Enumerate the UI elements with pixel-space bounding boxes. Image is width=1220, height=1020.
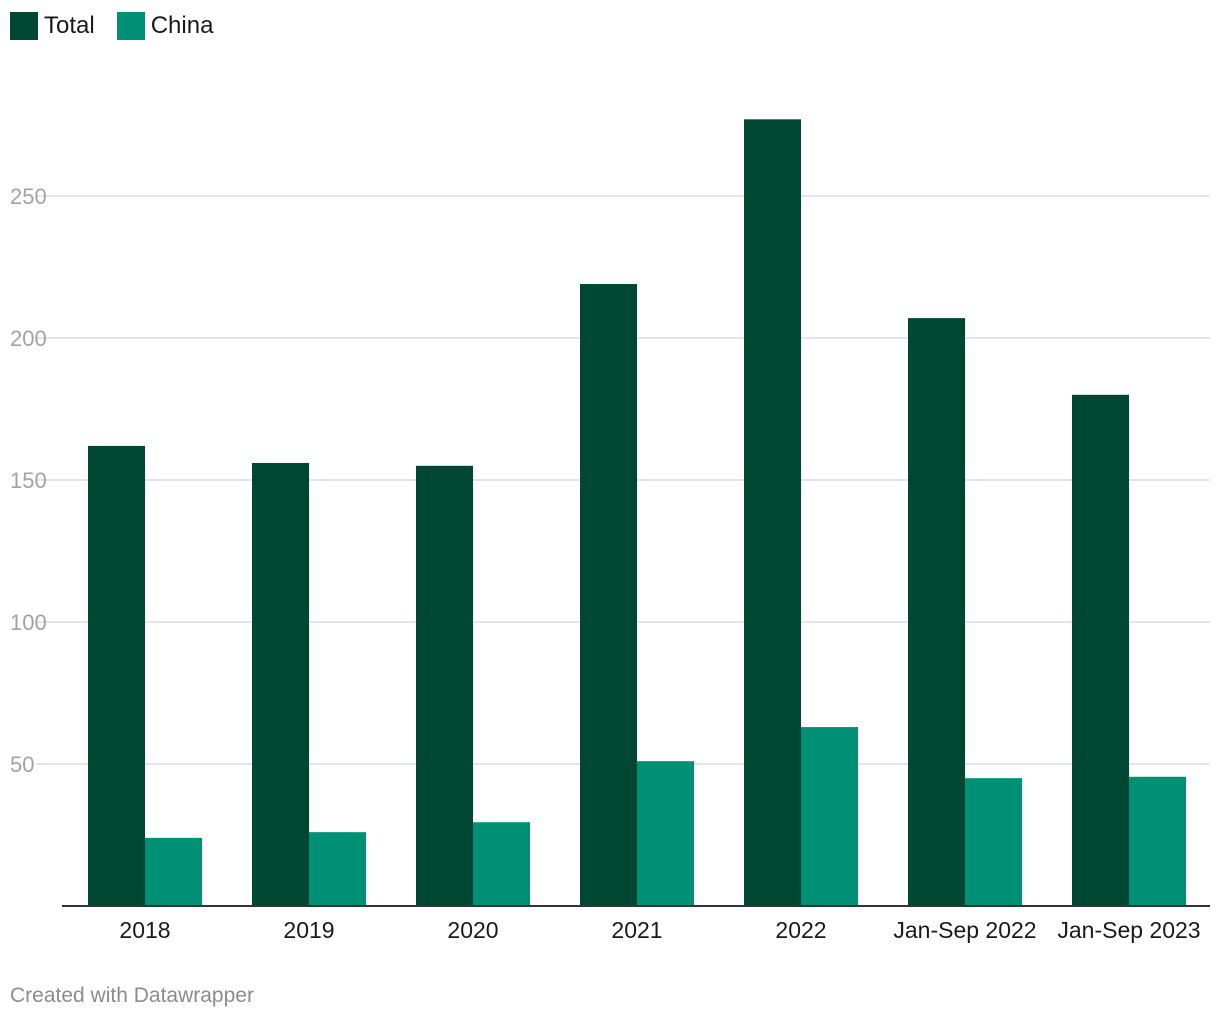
- legend-label-total: Total: [44, 12, 95, 39]
- footer-credit: Created with Datawrapper: [10, 984, 254, 1007]
- legend-item-china: China: [116, 12, 214, 40]
- x-tick-label-6: Jan-Sep 2023: [1057, 917, 1200, 943]
- x-tick-label-0: 2018: [119, 917, 170, 943]
- y-tick-label-250: 250: [10, 184, 47, 209]
- x-tick-label-2: 2020: [447, 917, 498, 943]
- bar-china-6: [1129, 776, 1186, 906]
- x-tick-label-4: 2022: [775, 917, 826, 943]
- bar-chart: 50 100 150 200 250 2018 2019 2020 2021 2022 Jan-Se…: [10, 119, 1210, 943]
- x-tick-label-5: Jan-Sep 2022: [893, 917, 1036, 943]
- y-tick-label-100: 100: [10, 610, 47, 635]
- y-tick-label-200: 200: [10, 326, 47, 351]
- legend-swatch-total: [10, 12, 38, 40]
- bar-china-4: [801, 727, 858, 906]
- legend: Total China: [10, 12, 235, 40]
- bar-total-3: [580, 284, 637, 906]
- legend-swatch-china: [116, 12, 145, 40]
- bar-total-6: [1072, 394, 1129, 906]
- x-tick-label-3: 2021: [611, 917, 662, 943]
- y-tick-label-50: 50: [10, 752, 34, 777]
- bar-total-5: [908, 318, 965, 906]
- legend-item-total: Total: [10, 12, 95, 40]
- bar-total-2: [416, 465, 473, 906]
- bar-china-5: [965, 778, 1022, 906]
- bar-total-1: [252, 462, 309, 906]
- bar-china-0: [145, 837, 202, 906]
- bar-china-3: [637, 761, 694, 906]
- bar-total-4: [744, 119, 801, 906]
- legend-label-china: China: [150, 12, 214, 39]
- y-tick-label-150: 150: [10, 468, 47, 493]
- bar-total-0: [88, 445, 145, 906]
- bar-china-1: [309, 832, 366, 906]
- x-tick-label-1: 2019: [283, 917, 334, 943]
- bar-china-2: [473, 822, 530, 906]
